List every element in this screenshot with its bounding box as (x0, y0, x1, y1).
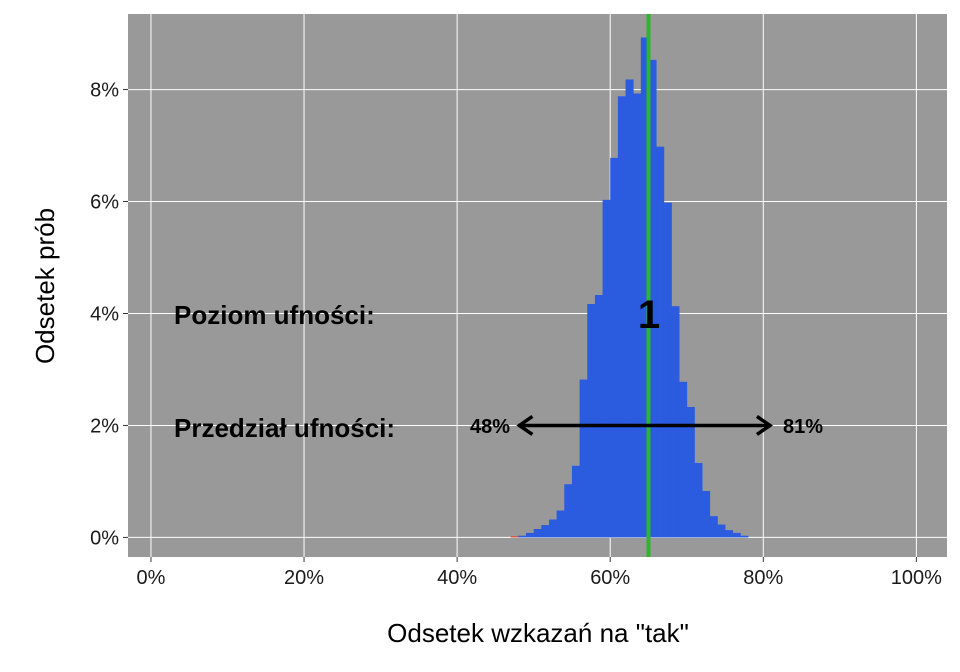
histogram-bar (533, 529, 542, 538)
histogram-bars (510, 37, 749, 538)
histogram-bar (625, 79, 634, 538)
histogram-bar (717, 524, 726, 538)
histogram-bar (587, 303, 596, 538)
y-tick-label: 4% (90, 303, 119, 325)
x-tick-label: 0% (137, 567, 166, 589)
grid-lines (128, 14, 947, 557)
x-axis-title: Odsetek wzkazań na "tak" (387, 618, 689, 648)
confidence-interval-arrow (516, 415, 774, 436)
histogram-bar (694, 462, 703, 538)
histogram-bar (571, 465, 580, 538)
histogram-bar (510, 536, 519, 538)
histogram-bar (610, 157, 619, 538)
y-axis: 0% 2% 4% 6% 8% (90, 80, 128, 549)
x-tick-label: 80% (743, 567, 783, 589)
histogram-bar (686, 406, 695, 538)
y-tick-label: 8% (90, 80, 119, 102)
interval-arrow-head-left (516, 415, 534, 436)
histogram-bar (732, 532, 741, 538)
histogram-bar (640, 37, 649, 538)
interval-low-label: 48% (470, 416, 510, 438)
interval-high-label: 81% (783, 416, 823, 438)
histogram-bar (518, 535, 527, 538)
histogram-bar (740, 535, 749, 538)
interval-arrow-head-right (755, 415, 774, 436)
confidence-interval-label: Przedział ufności: (174, 413, 395, 443)
y-tick-label: 0% (90, 527, 119, 549)
histogram-bar (548, 519, 558, 538)
x-tick-label: 100% (891, 567, 942, 589)
confidence-level-value: 1 (638, 293, 660, 337)
histogram-bar (702, 490, 711, 538)
plot-panel (128, 14, 947, 557)
histogram-bar (679, 381, 688, 538)
histogram-bar (656, 146, 665, 538)
histogram-bar (709, 516, 718, 538)
y-tick-label: 2% (90, 415, 119, 437)
histogram-bar (602, 199, 611, 538)
histogram-bar (594, 295, 603, 538)
histogram-bar (663, 202, 672, 538)
histogram-bar (617, 96, 626, 538)
x-axis: 0% 20% 40% 60% 80% 100% (137, 557, 942, 589)
x-tick-label: 20% (284, 567, 324, 589)
histogram-bar (541, 525, 550, 538)
histogram-bar (526, 532, 535, 538)
confidence-level-label: Poziom ufności: (174, 300, 375, 330)
y-axis-title: Odsetek prób (30, 208, 60, 364)
histogram-bar (579, 379, 588, 538)
histogram-bar (648, 59, 657, 538)
histogram-bar (671, 306, 680, 538)
histogram-bar (564, 484, 573, 538)
y-tick-label: 6% (90, 192, 119, 214)
histogram-bar (725, 530, 734, 538)
x-tick-label: 40% (437, 567, 477, 589)
histogram-bar (556, 510, 565, 538)
histogram-bar (633, 93, 642, 538)
x-tick-label: 60% (590, 567, 630, 589)
